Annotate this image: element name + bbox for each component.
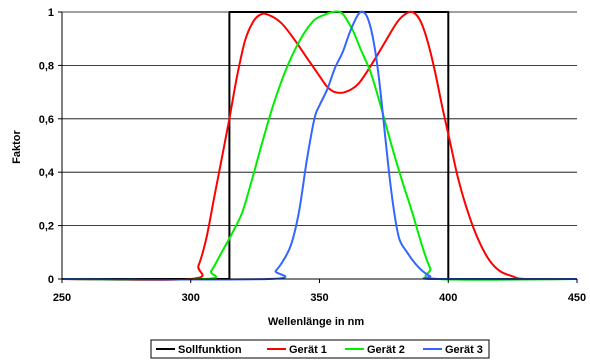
y-tick-label-3: 0,6	[39, 114, 54, 126]
series-layer	[61, 10, 578, 281]
y-tick-label-1: 0,2	[39, 221, 54, 233]
y-tick-label-0: 0	[48, 274, 54, 286]
y-tick-label-4: 0,8	[39, 60, 54, 72]
legend-box	[150, 339, 490, 359]
legend-label-3: Gerät 3	[445, 344, 483, 356]
x-tick-label-3: 400	[439, 292, 457, 304]
x-tick-label-2: 350	[310, 292, 328, 304]
series-line-2	[61, 10, 578, 281]
legend-label-1: Gerät 1	[289, 344, 327, 356]
y-axis-title: Faktor	[11, 129, 23, 163]
legend: Sollfunktion Gerät 1 Gerät 2 Gerät 3	[150, 339, 490, 359]
y-tick-label-5: 1	[48, 7, 54, 19]
x-axis-title: Wellenlänge in nm	[268, 316, 365, 328]
series-line-1	[61, 10, 578, 281]
series-line-3	[61, 10, 578, 281]
x-ticks: 250 300 350 400 450	[53, 279, 586, 304]
legend-label-2: Gerät 2	[367, 344, 405, 356]
x-tick-label-4: 450	[568, 292, 586, 304]
series-line-0	[62, 11, 577, 280]
axes	[61, 12, 577, 280]
x-tick-label-0: 250	[53, 292, 71, 304]
grid-lines	[62, 11, 577, 227]
y-ticks: 0 0,2 0,4 0,6 0,8 1	[39, 7, 62, 286]
x-tick-label-1: 300	[182, 292, 200, 304]
y-tick-label-2: 0,4	[39, 167, 55, 179]
legend-label-0: Sollfunktion	[178, 344, 242, 356]
